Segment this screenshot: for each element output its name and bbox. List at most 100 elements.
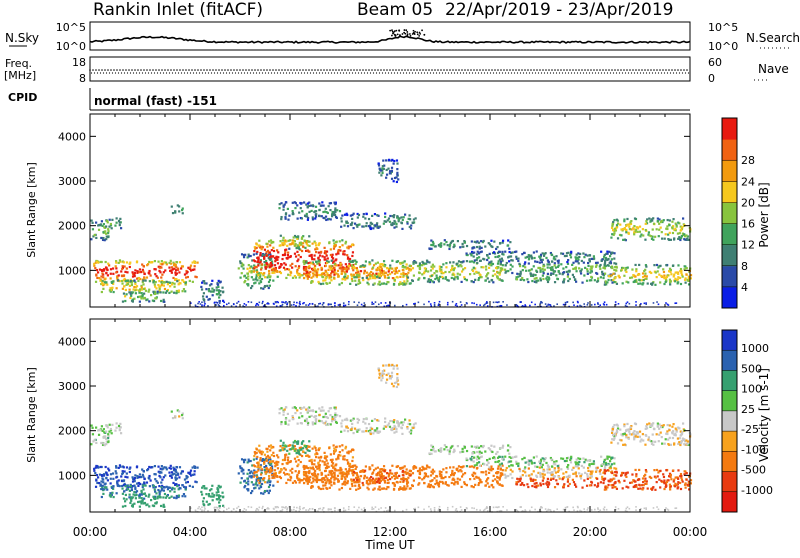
power-cell bbox=[386, 305, 388, 307]
power-cell bbox=[330, 248, 332, 250]
power-cell bbox=[97, 271, 99, 273]
power-cell bbox=[312, 303, 314, 305]
power-cell bbox=[411, 279, 413, 281]
nave-point bbox=[361, 72, 362, 73]
power-cell bbox=[635, 304, 637, 306]
power-cell bbox=[674, 302, 676, 304]
power-cell bbox=[624, 228, 626, 230]
velocity-cell bbox=[238, 472, 240, 474]
velocity-cell bbox=[104, 483, 106, 485]
power-cell bbox=[287, 254, 289, 256]
power-cell bbox=[115, 222, 117, 224]
velocity-cell bbox=[176, 485, 178, 487]
velocity-cell bbox=[204, 487, 206, 489]
nave-point bbox=[154, 72, 155, 73]
power-cell bbox=[519, 265, 521, 267]
power-cell bbox=[491, 246, 493, 248]
power-cell bbox=[275, 302, 277, 304]
velocity-cell bbox=[321, 474, 323, 476]
nave-point bbox=[595, 72, 596, 73]
velocity-cell bbox=[141, 497, 143, 499]
power-cell bbox=[548, 279, 550, 281]
power-cell bbox=[266, 255, 268, 257]
power-cell bbox=[487, 257, 489, 259]
power-cell bbox=[643, 270, 645, 272]
freq-panel bbox=[90, 57, 690, 81]
freq-point bbox=[566, 69, 568, 71]
velocity-cell bbox=[246, 473, 248, 475]
power-cell bbox=[625, 271, 627, 273]
power-cell bbox=[497, 266, 499, 268]
power-cell bbox=[259, 254, 261, 256]
power-cell bbox=[244, 275, 246, 277]
power-cell bbox=[349, 283, 351, 285]
power-cell bbox=[201, 301, 203, 303]
power-cell bbox=[297, 244, 299, 246]
power-cell bbox=[617, 237, 619, 239]
power-cell bbox=[634, 280, 636, 282]
velocity-cell bbox=[391, 473, 393, 475]
velocity-cell bbox=[475, 476, 477, 478]
power-cell bbox=[297, 218, 299, 220]
power-cell bbox=[378, 162, 380, 164]
velocity-cell bbox=[402, 471, 404, 473]
power-cell bbox=[547, 281, 549, 283]
power-cell bbox=[299, 303, 301, 305]
power-cell bbox=[148, 291, 150, 293]
velocity-cell bbox=[326, 479, 328, 481]
velocity-cell bbox=[266, 460, 268, 462]
nsky-panel bbox=[90, 22, 690, 50]
freq-point bbox=[599, 69, 601, 71]
velocity-cell bbox=[329, 487, 331, 489]
power-cell bbox=[240, 262, 242, 264]
freq-point bbox=[644, 69, 646, 71]
velocity-cell bbox=[112, 478, 114, 480]
power-cell bbox=[333, 239, 335, 241]
power-cell bbox=[298, 254, 300, 256]
power-cell bbox=[308, 255, 310, 257]
power-cell bbox=[254, 266, 256, 268]
freq-point bbox=[623, 69, 625, 71]
velocity-cell bbox=[314, 447, 316, 449]
beam-label: Beam 05 bbox=[357, 0, 433, 20]
power-cell bbox=[104, 278, 106, 280]
power-cell bbox=[368, 263, 370, 265]
power-cell bbox=[421, 261, 423, 263]
power-cell bbox=[314, 217, 316, 219]
power-cell bbox=[111, 219, 113, 221]
power-cell bbox=[484, 245, 486, 247]
power-cell bbox=[95, 222, 97, 224]
velocity-cell bbox=[105, 430, 107, 432]
nave-point bbox=[565, 72, 566, 73]
freq-point bbox=[227, 69, 229, 71]
power-cell bbox=[125, 280, 127, 282]
freq-point bbox=[437, 69, 439, 71]
freq-point bbox=[473, 69, 475, 71]
power-cell bbox=[409, 226, 411, 228]
nave-point bbox=[490, 72, 491, 73]
velocity-cell bbox=[125, 494, 127, 496]
velocity-cell bbox=[92, 433, 94, 435]
power-cell bbox=[430, 303, 432, 305]
power-cell bbox=[274, 264, 276, 266]
power-cell bbox=[567, 280, 569, 282]
freq-point bbox=[686, 69, 688, 71]
nave-point bbox=[568, 72, 569, 73]
freq-point bbox=[266, 69, 268, 71]
velocity-cell bbox=[337, 455, 339, 457]
power-cell bbox=[154, 297, 156, 299]
nave-point bbox=[670, 72, 671, 73]
power-cell bbox=[495, 301, 497, 303]
nave-point bbox=[346, 72, 347, 73]
velocity-cell bbox=[148, 496, 150, 498]
power-cell bbox=[159, 267, 161, 269]
power-cell bbox=[417, 279, 419, 281]
freq-point bbox=[425, 69, 427, 71]
velocity-cell bbox=[101, 474, 103, 476]
power-cell bbox=[371, 259, 373, 261]
power-cell bbox=[238, 301, 240, 303]
power-cell bbox=[136, 285, 138, 287]
velocity-cell bbox=[190, 470, 192, 472]
power-cell bbox=[211, 280, 213, 282]
power-cell bbox=[546, 263, 548, 265]
